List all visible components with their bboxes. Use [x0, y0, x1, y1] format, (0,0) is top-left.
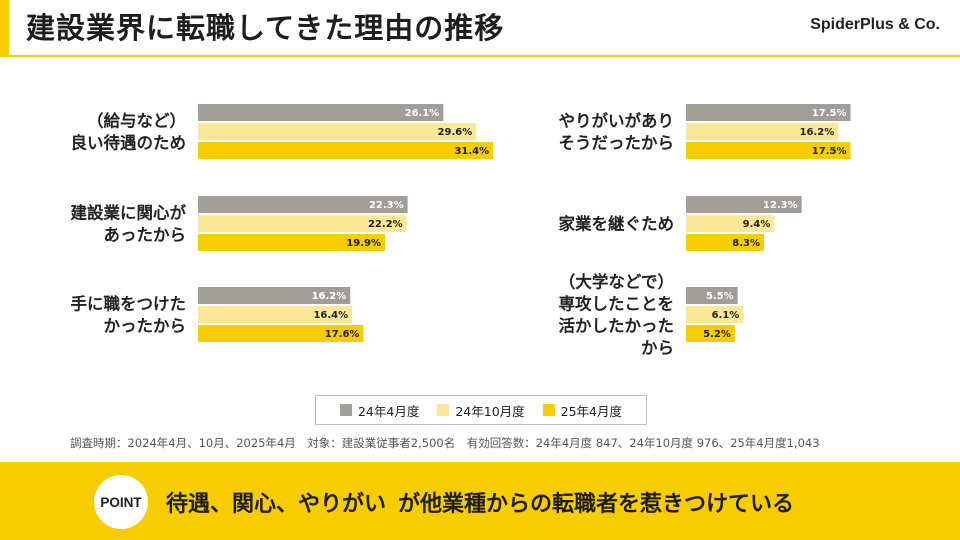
bar-family-business-s3: [686, 234, 765, 251]
category-label-line: （大学などで）: [559, 272, 674, 292]
page-title: 建設業界に転職してきた理由の推移: [26, 11, 505, 45]
category-label-line: 活かしたかった: [559, 316, 675, 336]
category-label-rewarding: やりがいがありそうだったから: [559, 111, 675, 153]
data-label-pay-s2: 29.6%: [438, 127, 473, 138]
legend-swatch-24-apr: [339, 404, 352, 416]
category-label-line: （給与など）: [87, 111, 186, 131]
bar-rewarding-s3: [686, 142, 851, 159]
data-label-rewarding-s2: 16.2%: [800, 127, 835, 138]
bar-pay-s2: [198, 123, 477, 140]
bar-interest-s1: [198, 196, 408, 213]
bar-interest-s3: [198, 234, 386, 251]
category-label-line: から: [641, 339, 674, 358]
bar-major-s1: [686, 287, 738, 304]
data-label-skills-s2: 16.4%: [313, 310, 348, 321]
data-label-skills-s1: 16.2%: [312, 291, 347, 302]
category-label-line: 手に職をつけた: [71, 294, 187, 314]
bar-major-s2: [686, 306, 744, 323]
category-label-line: そうだったから: [559, 134, 675, 153]
header-rule: [0, 55, 960, 57]
category-label-family-business: 家業を継ぐため: [559, 214, 675, 234]
category-label-interest: 建設業に関心があったから: [71, 203, 187, 245]
data-label-interest-s1: 22.3%: [369, 200, 404, 211]
point-highlight: 待遇、関心、やりがい: [166, 492, 387, 517]
legend-swatch-25-apr: [542, 404, 555, 416]
category-label-line: かったから: [104, 317, 187, 336]
bar-major-s3: [686, 325, 735, 342]
chart-legend: 24年4月度 24年10月度 25年4月度: [315, 395, 647, 425]
point-banner: POINT 待遇、関心、やりがい が他業種からの転職者を惹きつけている: [0, 462, 960, 540]
bar-family-business-s1: [686, 196, 802, 213]
category-label-line: 家業を継ぐため: [559, 214, 675, 234]
bar-skills-s3: [198, 325, 364, 342]
point-message: 待遇、関心、やりがい が他業種からの転職者を惹きつけている: [166, 486, 794, 518]
category-label-line: やりがいがあり: [559, 111, 675, 131]
category-label-pay: （給与など）良い待遇のため: [71, 111, 187, 153]
data-label-interest-s3: 19.9%: [346, 238, 381, 249]
category-label-line: 建設業に関心が: [71, 203, 187, 223]
bar-interest-s2: [198, 215, 407, 232]
data-label-family-business-s2: 9.4%: [743, 219, 771, 230]
category-label-line: あったから: [104, 226, 187, 245]
data-label-family-business-s3: 8.3%: [732, 238, 760, 249]
bar-family-business-s2: [686, 215, 775, 232]
data-label-rewarding-s3: 17.5%: [812, 146, 847, 157]
bar-rewarding-s1: [686, 104, 851, 121]
survey-footnote: 調査時期：2024年4月、10月、2025年4月 対象：建設業従事者2,500名…: [70, 436, 820, 450]
bar-rewarding-s2: [686, 123, 839, 140]
brand-logo: SpiderPlus & Co.: [810, 16, 940, 33]
category-label-line: 専攻したことを: [559, 294, 675, 314]
data-label-interest-s2: 22.2%: [368, 219, 403, 230]
legend-label-24-oct: 24年10月度: [455, 403, 525, 419]
bar-chart: （給与など）良い待遇のため 26.1% 29.6% 31.4% 建設業に関心があったから…: [71, 104, 851, 358]
data-label-major-s2: 6.1%: [712, 310, 740, 321]
title-accent-bar: [0, 0, 9, 56]
data-label-major-s1: 5.5%: [706, 291, 734, 302]
legend-item-24-oct: 24年10月度: [437, 401, 525, 420]
data-label-rewarding-s1: 17.5%: [812, 108, 847, 119]
data-label-pay-s1: 26.1%: [405, 108, 440, 119]
legend-swatch-24-oct: [437, 404, 450, 416]
bar-skills-s2: [198, 306, 353, 323]
category-label-line: 良い待遇のため: [71, 133, 187, 153]
legend-item-25-apr: 25年4月度: [542, 401, 623, 420]
data-label-skills-s3: 17.6%: [325, 329, 360, 340]
bar-pay-s1: [198, 104, 444, 121]
bar-pay-s3: [198, 142, 494, 159]
point-rest: が他業種からの転職者を惹きつけている: [398, 492, 795, 517]
legend-label-25-apr: 25年4月度: [560, 403, 623, 419]
bar-skills-s1: [198, 287, 351, 304]
data-label-family-business-s1: 12.3%: [763, 200, 798, 211]
header: 建設業界に転職してきた理由の推移 SpiderPlus & Co.: [0, 0, 960, 57]
legend-label-24-apr: 24年4月度: [357, 403, 420, 419]
point-badge: POINT: [94, 475, 148, 529]
data-label-pay-s3: 31.4%: [454, 146, 489, 157]
category-label-major: （大学などで）専攻したことを活かしたかったから: [559, 272, 675, 358]
data-label-major-s3: 5.2%: [703, 329, 731, 340]
legend-item-24-apr: 24年4月度: [339, 401, 420, 420]
category-label-skills: 手に職をつけたかったから: [71, 294, 187, 336]
